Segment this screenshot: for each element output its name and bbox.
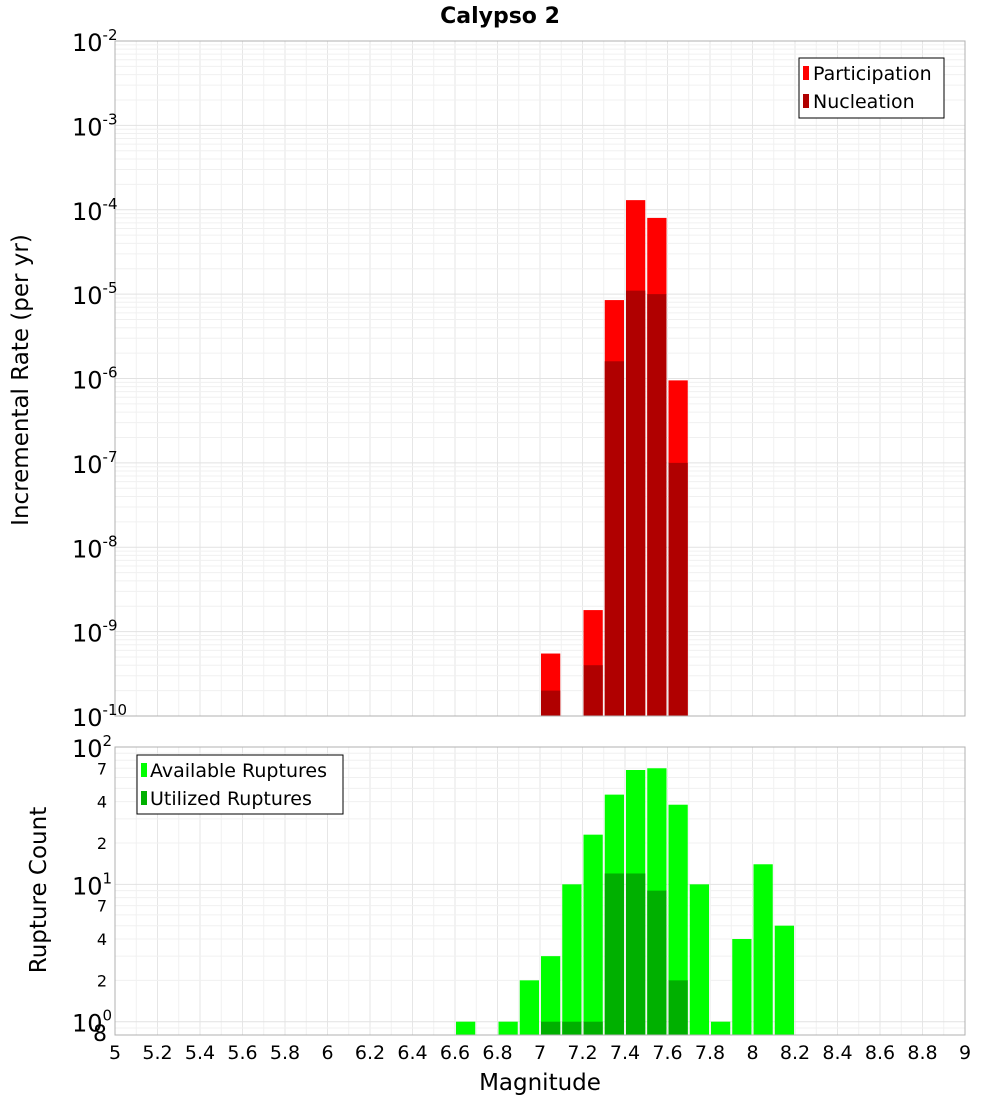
x-tick-label: 6.8 [482,1042,512,1064]
y-tick-label: 2 [97,834,107,853]
x-tick-label: 6 [321,1042,333,1064]
x-tick-label: 7.6 [652,1042,682,1064]
bar-nucleation [626,290,646,716]
y-tick-label: 10-4 [72,195,118,226]
bottom-y-axis-label: Rupture Count [26,807,52,973]
available-swatch [141,763,147,777]
bar-utilized-ruptures [647,890,667,1035]
bar-nucleation [583,665,603,716]
legend-nucleation: Nucleation [813,91,915,113]
y-tick-label: 10-2 [72,26,118,57]
participation-swatch [803,66,809,80]
x-tick-label: 9 [959,1042,971,1064]
bar-nucleation [647,294,667,716]
y-tick-label: 10-3 [72,110,118,141]
bar-utilized-ruptures [583,1021,603,1035]
bar-available-ruptures [498,1021,518,1035]
y-tick-label: 100 [72,1007,112,1038]
x-tick-label: 7 [534,1042,546,1064]
x-tick-label: 7.2 [567,1042,597,1064]
top-legend-box [798,57,945,119]
panel-rate: 10-10 10-9 10-8 10-7 10-6 10-5 10-4 10-3 10-2 [72,26,966,732]
x-tick-label: 7.4 [610,1042,640,1064]
y-tick-label: 4 [97,793,107,812]
x-tick-label: 8 [746,1042,758,1064]
y-tick-label: 102 [72,732,112,763]
y-tick-label: 8 [93,1022,107,1047]
y-tick-label: 10-9 [72,617,118,648]
bar-utilized-ruptures [604,873,624,1035]
bar-available-ruptures [583,834,603,1035]
y-tick-label: 7 [97,759,107,778]
bar-available-ruptures [711,1021,731,1035]
y-tick-label: 10-6 [72,364,118,395]
x-tick-label: 8.4 [822,1042,852,1064]
bar-available-ruptures [668,804,688,1035]
chart-title: Calypso 2 [440,4,560,29]
bar-utilized-ruptures [562,1021,582,1035]
x-tick-label: 5 [109,1042,121,1064]
y-tick-label: 10-10 [72,701,127,732]
bottom-legend: Available Ruptures Utilized Ruptures [136,754,344,815]
y-tick-label: 10-5 [72,279,118,310]
y-tick-label: 101 [72,869,112,900]
bar-available-ruptures [519,980,539,1035]
nucleation-swatch [803,94,809,108]
y-tick-label: 10-8 [72,532,118,563]
bar-nucleation [668,462,688,716]
x-tick-label: 8.2 [780,1042,810,1064]
bar-available-ruptures [774,925,794,1035]
legend-available: Available Ruptures [150,760,327,782]
bar-available-ruptures [732,939,752,1035]
x-tick-label: 5.2 [142,1042,172,1064]
utilized-swatch [141,791,147,805]
x-tick-label: 8.6 [865,1042,895,1064]
bar-available-ruptures [541,956,561,1035]
x-tick-label: 5.8 [270,1042,300,1064]
x-tick-label: 6.6 [440,1042,470,1064]
legend-utilized: Utilized Ruptures [150,788,312,810]
bar-available-ruptures [753,864,773,1035]
x-tick-label: 7.8 [695,1042,725,1064]
legend-participation: Participation [813,63,932,85]
y-tick-label: 10-7 [72,448,118,479]
bar-utilized-ruptures [626,873,646,1035]
bar-nucleation [604,361,624,716]
bar-available-ruptures [562,884,582,1035]
x-tick-label: 6.2 [355,1042,385,1064]
plot-frame [114,746,966,1036]
top-legend: Participation Nucleation [798,57,945,119]
x-tick-label: 8.8 [907,1042,937,1064]
bar-available-ruptures [456,1021,476,1035]
bottom-legend-box [136,754,344,815]
bar-nucleation [541,690,561,716]
bar-utilized-ruptures [541,1021,561,1035]
bar-available-ruptures [689,884,709,1035]
y-tick-label: 2 [97,971,107,990]
x-axis-label: Magnitude [479,1070,601,1096]
y-tick-label: 7 [97,897,107,916]
x-tick-label: 6.4 [397,1042,427,1064]
top-y-axis-label: Incremental Rate (per yr) [8,234,34,526]
x-tick-label: 5.6 [227,1042,257,1064]
plot-frame [114,40,966,717]
x-tick-label: 5.4 [185,1042,215,1064]
bar-utilized-ruptures [668,980,688,1035]
y-tick-label: 4 [97,930,107,949]
